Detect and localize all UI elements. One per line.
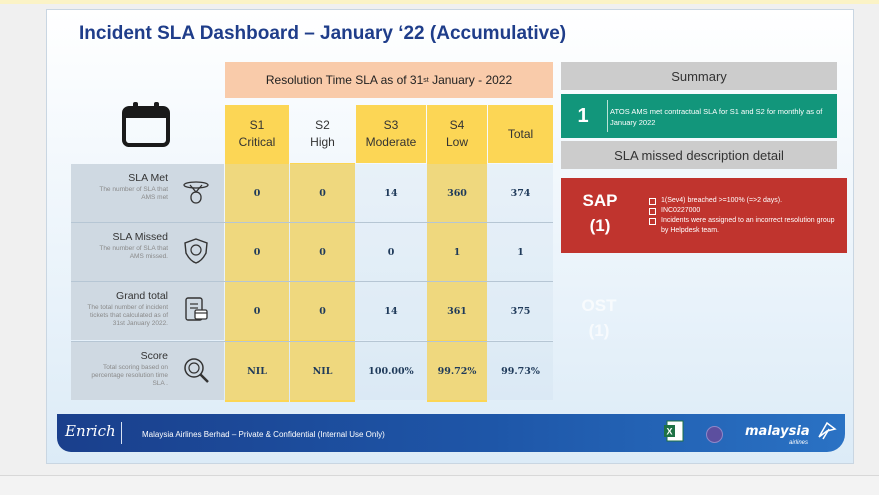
dashboard-slide: Incident SLA Dashboard – January ‘22 (Ac… [46, 9, 854, 464]
sap-bullet: Incidents were assigned to an incorrect … [649, 216, 841, 236]
confidential-notice: Malaysia Airlines Berhad – Private & Con… [142, 430, 385, 439]
column-s3-bg [356, 105, 426, 163]
cell-grand-total-s2: 0 [319, 305, 326, 317]
column-s1-bg [225, 105, 289, 402]
column-header-s1-code: S1 [249, 118, 265, 132]
cell-sla-met-total: 374 [510, 187, 531, 199]
airline-logo: malaysia [745, 424, 810, 439]
cell-sla-missed-s4: 1 [453, 246, 461, 258]
sap-bullet: INC0227000 [649, 206, 841, 216]
column-total-bg [488, 105, 553, 163]
cell-sla-missed-s2: 0 [319, 246, 326, 258]
window-bottom-strip [0, 475, 879, 495]
airline-logo-sub: airlines [789, 440, 809, 446]
calendar-icon [122, 102, 170, 147]
cell-grand-total-s4: 361 [447, 305, 467, 317]
resolution-header-sup: st [423, 76, 429, 84]
column-s2-bg-yellow [290, 163, 355, 402]
row-desc-sla-met: The number of SLA that AMS met [99, 186, 168, 201]
cell-score-s3: 100.00% [368, 365, 414, 377]
column-header-total: Total [488, 105, 553, 163]
cell-score-s1: NIL [247, 365, 267, 377]
sap-label: SAP (1) [569, 188, 631, 238]
shield-icon [184, 238, 208, 264]
row-desc-score: Total scoring based on percentage resolu… [91, 364, 168, 387]
row-desc-sla-missed: The number of SLA that AMS missed. [99, 245, 168, 260]
footer-band: Enrich Malaysia Airlines Berhad – Privat… [57, 414, 845, 452]
column-header-s3-code: S3 [383, 118, 399, 132]
row-divider [71, 222, 553, 223]
cell-sla-missed-s1: 0 [253, 246, 261, 258]
ost-system-name: OST [581, 296, 617, 315]
cell-grand-total-s3: 14 [384, 305, 398, 317]
sap-bullet-list: 1(Sev4) breached >=100% (=>2 days). INC0… [649, 196, 841, 236]
svg-text:X: X [666, 427, 672, 437]
column-header-s4-name: Low [445, 135, 468, 149]
row-label-grand-total: Grand total The total number of incident… [71, 282, 224, 340]
sla-missed-header: SLA missed description detail [561, 141, 837, 169]
cell-grand-total-s1: 0 [253, 305, 261, 317]
summary-header: Summary [561, 62, 837, 90]
kite-logo-icon [818, 421, 837, 440]
column-header-s2-code: S2 [315, 118, 330, 132]
column-header-s2-name: High [310, 135, 335, 149]
row-title-sla-missed: SLA Missed [112, 231, 168, 243]
cell-sla-missed-total: 1 [517, 246, 524, 258]
sap-bullet: 1(Sev4) breached >=100% (=>2 days). [649, 196, 841, 206]
window-top-strip [0, 0, 879, 4]
ost-count: (1) [588, 321, 610, 340]
sap-count: (1) [589, 216, 611, 235]
resolution-header-text: Resolution Time SLA as of 31 [265, 73, 424, 87]
cell-sla-missed-s3: 0 [387, 246, 395, 258]
page-title: Incident SLA Dashboard – January ‘22 (Ac… [79, 23, 567, 44]
handshake-icon [183, 181, 209, 204]
footer-divider [121, 422, 122, 444]
excel-icon[interactable]: X [662, 420, 688, 448]
row-divider [71, 281, 553, 282]
row-bg-sla-met [225, 164, 553, 222]
sap-system-name: SAP [582, 191, 618, 210]
row-title-score: Score [140, 350, 168, 362]
column-s4-bg [427, 105, 487, 402]
cell-grand-total-total: 375 [510, 305, 531, 317]
cell-score-s4: 99.72% [437, 365, 477, 377]
sap-missed-detail: SAP (1) 1(Sev4) breached >=100% (=>2 day… [561, 178, 847, 253]
column-header-s4-code: S4 [449, 118, 465, 132]
summary-item: 1 ATOS AMS met contractual SLA for S1 an… [561, 94, 837, 138]
column-header-s1: S1 Critical [225, 105, 289, 163]
column-header-s3: S3 Moderate [356, 105, 426, 163]
summary-item-text: ATOS AMS met contractual SLA for S1 and … [610, 107, 823, 127]
row-title-grand-total: Grand total [116, 290, 168, 302]
oneworld-logo-icon [706, 426, 723, 443]
cell-sla-met-s1: 0 [253, 187, 261, 199]
row-label-sla-met: SLA Met The number of SLA that AMS met [71, 164, 224, 222]
row-title-sla-met: SLA Met [128, 172, 168, 184]
resolution-header-tail: January - 2022 [428, 73, 513, 87]
column-header-s4: S4 Low [427, 105, 487, 163]
row-label-sla-missed: SLA Missed The number of SLA that AMS mi… [71, 223, 224, 281]
summary-item-number: 1 [577, 104, 589, 127]
row-desc-grand-total: The total number of incident tickets tha… [87, 304, 168, 327]
magnifier-icon [184, 358, 209, 383]
column-header-s3-name: Moderate [365, 135, 417, 149]
document-icon [185, 297, 208, 321]
cell-score-total: 99.73% [501, 365, 540, 377]
cell-sla-met-s2: 0 [319, 187, 326, 199]
ost-label: OST (1) [577, 293, 621, 343]
column-header-s2: S2 High [290, 105, 355, 163]
cell-sla-met-s4: 360 [447, 187, 467, 199]
row-label-score: Score Total scoring based on percentage … [71, 342, 224, 400]
row-bg-score [225, 342, 553, 400]
summary-item-divider [607, 100, 608, 132]
enrich-logo: Enrich [65, 422, 116, 440]
row-bg-grand-total [225, 282, 553, 340]
cell-sla-met-s3: 14 [384, 187, 398, 199]
row-divider [71, 341, 553, 342]
cell-score-s2: NIL [312, 365, 333, 377]
column-header-total-label: Total [507, 126, 534, 141]
column-header-s1-name: Critical [238, 135, 276, 149]
row-bg-sla-missed [225, 223, 553, 281]
